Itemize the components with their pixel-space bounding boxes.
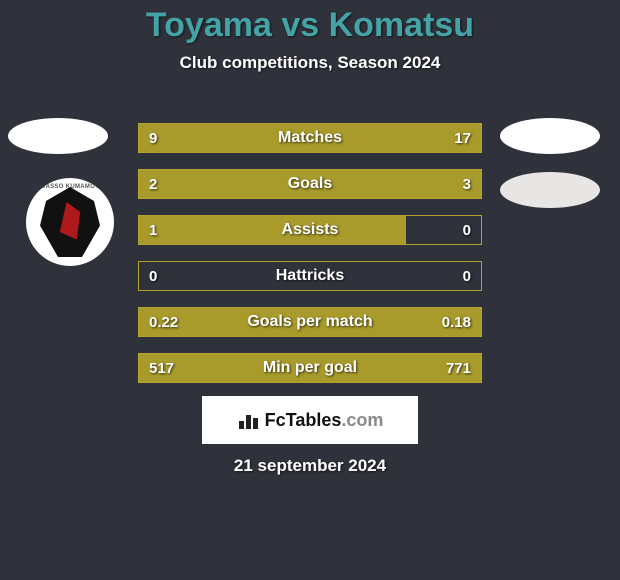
bar-label: Hattricks [139, 262, 481, 290]
bar-row: 2 Goals 3 [138, 169, 482, 199]
bar-label: Matches [139, 124, 481, 152]
bar-label: Min per goal [139, 354, 481, 382]
team-badge-right-placeholder-2 [500, 172, 600, 208]
bar-label: Goals per match [139, 308, 481, 336]
bar-row: 517 Min per goal 771 [138, 353, 482, 383]
team-badge-right-placeholder-1 [500, 118, 600, 154]
bar-value-right: 0.18 [432, 308, 481, 336]
brand-bars-icon [237, 411, 259, 429]
bar-label: Goals [139, 170, 481, 198]
brand-prefix: Fc [265, 410, 286, 430]
brand-text: FcTables.com [265, 410, 384, 431]
page-title: Toyama vs Komatsu [0, 0, 620, 45]
bar-value-right: 0 [453, 262, 481, 290]
bar-row: 9 Matches 17 [138, 123, 482, 153]
bar-label: Assists [139, 216, 481, 244]
bar-value-right: 0 [453, 216, 481, 244]
brand-main: Tables [286, 410, 342, 430]
bar-value-right: 17 [444, 124, 481, 152]
bar-row: 1 Assists 0 [138, 215, 482, 245]
brand-box: FcTables.com [202, 396, 418, 444]
team-badge-left-placeholder [8, 118, 108, 154]
date-text: 21 september 2024 [0, 456, 620, 476]
bar-row: 0.22 Goals per match 0.18 [138, 307, 482, 337]
team-logo-left: ROASSO KUMAMOTO [26, 178, 114, 266]
subtitle: Club competitions, Season 2024 [0, 53, 620, 73]
bar-value-right: 3 [453, 170, 481, 198]
bar-row: 0 Hattricks 0 [138, 261, 482, 291]
brand-suffix: .com [341, 410, 383, 430]
bar-value-right: 771 [436, 354, 481, 382]
comparison-bars: 9 Matches 17 2 Goals 3 1 Assists 0 0 Hat… [138, 123, 482, 399]
